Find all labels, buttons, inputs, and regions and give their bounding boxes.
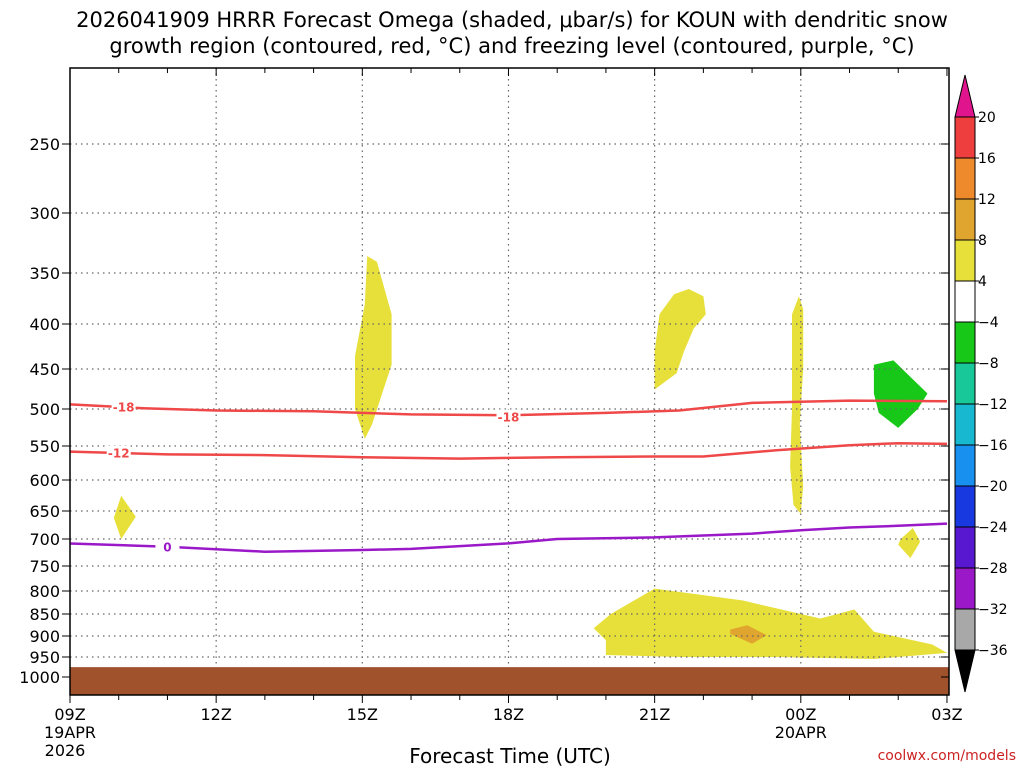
omega-region-0 — [355, 256, 392, 439]
colorbar-bottom-arrow — [954, 649, 976, 693]
colorbar-label-12: 12 — [978, 192, 996, 208]
contour-label-bg — [111, 399, 136, 414]
x-tick-date-00Z: 20APR — [775, 723, 827, 742]
y-tick-label-750: 750 — [29, 557, 60, 576]
x-axis-title: Forecast Time (UTC) — [409, 744, 611, 768]
omega-region-4 — [898, 528, 921, 559]
contour-label-bg — [496, 409, 521, 424]
colorbar-bin-4 — [954, 280, 976, 323]
y-tick-label-800: 800 — [29, 582, 60, 601]
colorbar-label--12: −12 — [978, 397, 1008, 413]
contour-label-bg — [106, 445, 131, 460]
x-tick-year-09Z: 2026 — [45, 741, 86, 760]
colorbar-label-8: 8 — [978, 233, 987, 249]
contour-label-0-0: -18 — [113, 400, 135, 414]
colorbar-bin-5 — [954, 321, 976, 364]
colorbar-bin-1 — [954, 157, 976, 200]
colorbar-label--4: −4 — [978, 315, 999, 331]
omega-region-1 — [654, 289, 706, 390]
y-tick-label-550: 550 — [29, 437, 60, 456]
y-tick-label-650: 650 — [29, 502, 60, 521]
ground-terrain — [70, 667, 949, 695]
colorbar: 20 16 12 8 4 −4 −8 −12 −16 −20 −24 −28 −32 −36 — [954, 74, 1008, 693]
colorbar-bin-10 — [954, 526, 976, 569]
contour-line-1 — [69, 441, 948, 460]
colorbar-bin-6 — [954, 362, 976, 405]
omega-region-2 — [790, 296, 804, 514]
plot-frame — [69, 67, 950, 696]
x-tick-label-12Z: 12Z — [200, 705, 231, 724]
x-tick-label-15Z: 15Z — [347, 705, 378, 724]
colorbar-bin-11 — [954, 567, 976, 610]
chart-title-line-2: growth region (contoured, red, °C) and f… — [109, 34, 914, 58]
colorbar-label--20: −20 — [978, 479, 1008, 495]
colorbar-bin-0 — [954, 116, 976, 159]
colorbar-label--8: −8 — [978, 356, 999, 372]
y-tick-label-300: 300 — [29, 204, 60, 223]
omega-region-5 — [593, 588, 947, 659]
contour-label-2-0: 0 — [163, 540, 171, 554]
x-tick-date-09Z: 19APR — [44, 723, 96, 742]
x-tick-label-00Z: 00Z — [785, 705, 816, 724]
temperature-contours: -18 -18 -12 0 — [69, 399, 948, 554]
y-tick-label-500: 500 — [29, 400, 60, 419]
colorbar-label--36: −36 — [978, 643, 1008, 659]
omega-region-6 — [730, 625, 767, 644]
y-tick-label-250: 250 — [29, 135, 60, 154]
colorbar-label-20: 20 — [978, 110, 996, 126]
y-tick-label-600: 600 — [29, 471, 60, 490]
colorbar-label-16: 16 — [978, 151, 996, 167]
omega-shaded-regions — [70, 256, 949, 695]
colorbar-label--28: −28 — [978, 561, 1008, 577]
x-tick-label-18Z: 18Z — [493, 705, 524, 724]
contour-line-2 — [69, 522, 948, 553]
omega-region-3 — [113, 495, 136, 539]
contour-label-1-0: -12 — [108, 447, 130, 461]
y-tick-label-1000: 1000 — [19, 668, 60, 687]
colorbar-label--16: −16 — [978, 438, 1008, 454]
colorbar-bin-12 — [954, 608, 976, 651]
colorbar-bin-2 — [954, 198, 976, 241]
x-tick-label-21Z: 21Z — [639, 705, 670, 724]
y-tick-label-400: 400 — [29, 315, 60, 334]
y-tick-label-850: 850 — [29, 605, 60, 624]
y-tick-label-950: 950 — [29, 648, 60, 667]
colorbar-bin-9 — [954, 485, 976, 528]
colorbar-label--32: −32 — [978, 602, 1008, 618]
x-tick-label-09Z: 09Z — [54, 705, 85, 724]
colorbar-label-4: 4 — [978, 274, 987, 290]
colorbar-bin-3 — [954, 239, 976, 282]
y-tick-label-700: 700 — [29, 530, 60, 549]
y-tick-label-450: 450 — [29, 360, 60, 379]
chart-title-line-1: 2026041909 HRRR Forecast Omega (shaded, … — [76, 8, 948, 32]
omega-region-7 — [873, 360, 928, 428]
colorbar-label--24: −24 — [978, 520, 1008, 536]
y-tick-label-900: 900 — [29, 627, 60, 646]
colorbar-bin-8 — [954, 444, 976, 487]
y-tick-label-350: 350 — [29, 264, 60, 283]
contour-label-0-1: -18 — [498, 410, 520, 424]
y-axis: 250 300 350 400 450 500 550 600 650 700 750 800 850 9… — [19, 135, 949, 687]
credit-text: coolwx.com/models — [878, 748, 1016, 764]
contour-label-bg — [155, 539, 180, 554]
x-tick-label-03Z: 03Z — [931, 705, 962, 724]
plot-grid — [69, 68, 949, 703]
colorbar-top-arrow — [954, 74, 976, 118]
colorbar-bin-7 — [954, 403, 976, 446]
